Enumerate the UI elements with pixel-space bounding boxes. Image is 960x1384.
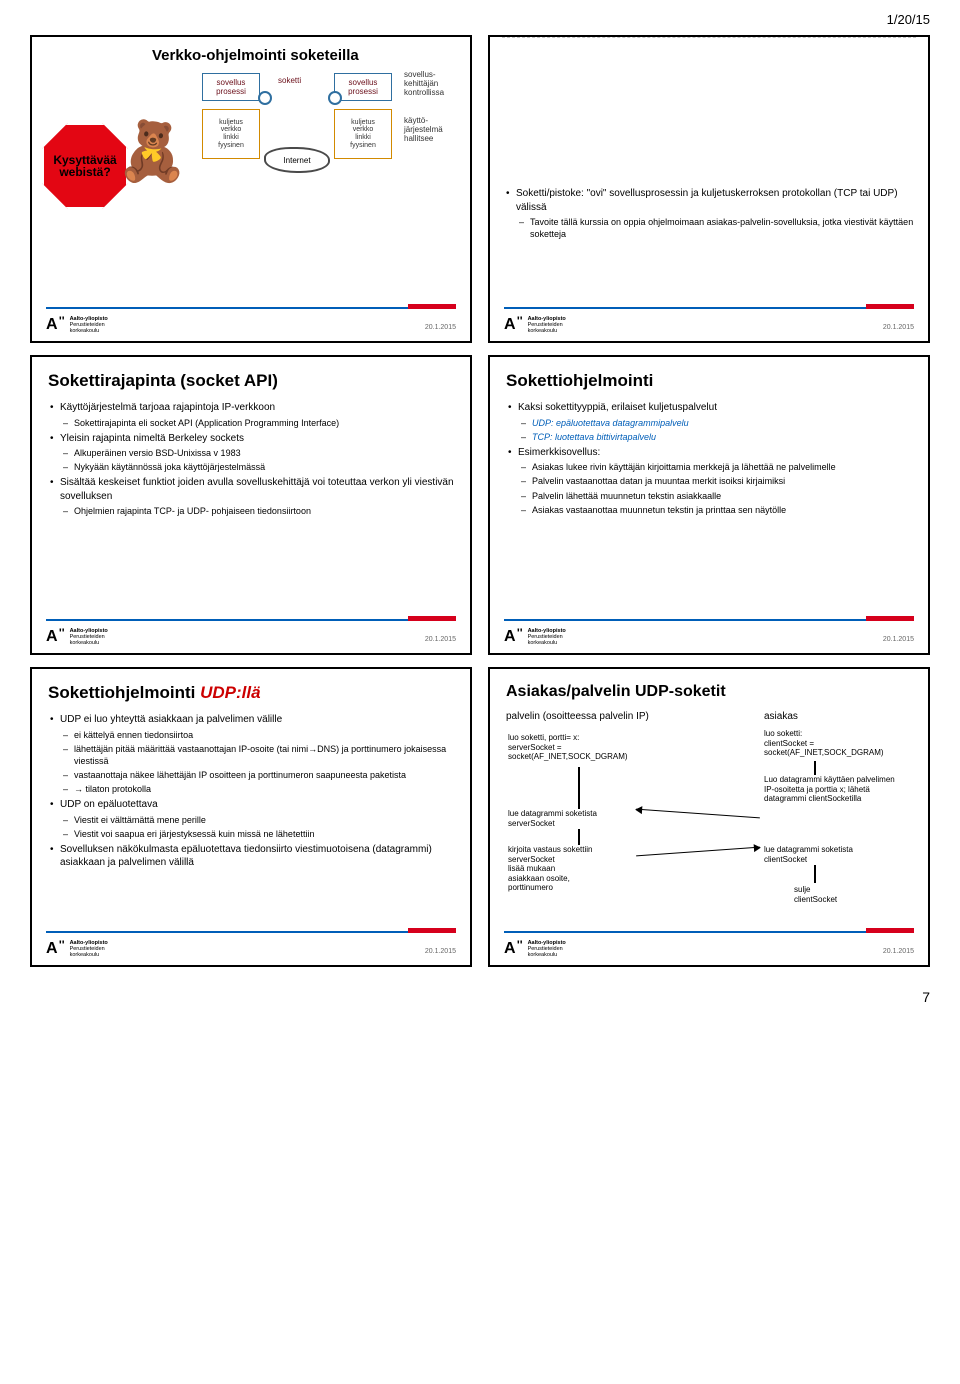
s5-s6: Viestit voi saapua eri järjestyksessä ku… — [60, 828, 454, 840]
s3-b2: Yleisin rajapinta nimeltä Berkeley socke… — [48, 432, 454, 474]
right-label-top: sovellus- kehittäjän kontrollissa — [404, 71, 444, 97]
arrow-to-server — [636, 809, 760, 819]
client-col-title: asiakas — [764, 711, 798, 722]
internet-cloud: Internet — [264, 147, 330, 173]
s6-title: Asiakas/palvelin UDP-soketit — [506, 683, 912, 701]
s3-s1: Sokettirajapinta eli socket API (Applica… — [60, 417, 454, 429]
seq-line-2 — [814, 761, 816, 775]
s5-s1: ei kättelyä ennen tiedonsiirtoa — [60, 729, 454, 741]
s3-s2: Alkuperäinen versio BSD-Unixissa v 1983 — [60, 447, 454, 459]
aalto-logo: A Aalto-yliopistoPerustieteidenkorkeakou… — [46, 316, 108, 334]
s3-s4: Ohjelmien rajapinta TCP- ja UDP- pohjais… — [60, 505, 454, 517]
slide-socket-diagram: Verkko-ohjelmointi soketeilla Kysyttävää… — [30, 35, 472, 343]
server-create: luo soketti, portti= x: serverSocket = s… — [508, 733, 658, 762]
app-left: sovellus prosessi — [202, 73, 260, 101]
s5-b1: UDP ei luo yhteyttä asiakkaan ja palveli… — [48, 713, 454, 795]
socket-left-icon — [258, 91, 272, 105]
seq-line-1 — [578, 767, 580, 809]
s5-s4: → tilaton protokolla — [60, 783, 454, 795]
s4-s2: TCP: luotettava bittivirtapalvelu — [518, 431, 912, 443]
s4-b2: Esimerkkisovellus: Asiakas lukee rivin k… — [506, 446, 912, 516]
s4-s3: Asiakas lukee rivin käyttäjän kirjoittam… — [518, 461, 912, 473]
server-write: kirjoita vastaus sokettiin serverSocket … — [508, 845, 648, 893]
slide-sokettiohjelmointi: Sokettiohjelmointi Kaksi sokettityyppiä,… — [488, 355, 930, 655]
s2-bullet: Soketti/pistoke: "ovi" sovellusprosessin… — [504, 187, 914, 240]
server-read: lue datagrammi soketista serverSocket — [508, 809, 648, 828]
slide-date: 20.1.2015 — [425, 636, 456, 643]
s5-b3: Sovelluksen näkökulmasta epäluotettava t… — [48, 843, 454, 870]
client-read: lue datagrammi soketista clientSocket — [764, 845, 924, 864]
s5-s5: Viestit ei välttämättä mene perille — [60, 814, 454, 826]
slide-date: 20.1.2015 — [883, 948, 914, 955]
aalto-logo: A Aalto-yliopistoPerustieteidenkorkeakou… — [504, 940, 566, 958]
aalto-logo: A Aalto-yliopistoPerustieteidenkorkeakou… — [504, 628, 566, 646]
s4-s1: UDP: epäluotettava datagrammipalvelu — [518, 417, 912, 429]
client-send: Luo datagrammi käyttäen palvelimen IP-os… — [764, 775, 930, 804]
client-create: luo soketti: clientSocket = socket(AF_IN… — [764, 729, 924, 758]
seq-line-3 — [578, 829, 580, 845]
seq-line-4 — [814, 865, 816, 883]
layers-right: kuljetus verkko linkki fyysinen — [334, 109, 392, 159]
slide-date: 20.1.2015 — [425, 948, 456, 955]
slide-socket-notes: Soketti/pistoke: "ovi" sovellusprosessin… — [488, 35, 930, 343]
s4-s5: Palvelin lähettää muunnetun tekstin asia… — [518, 490, 912, 502]
slide-date: 20.1.2015 — [883, 636, 914, 643]
slide-socket-api: Sokettirajapinta (socket API) Käyttöjärj… — [30, 355, 472, 655]
s4-s6: Asiakas vastaanottaa muunnetun tekstin j… — [518, 504, 912, 516]
s4-title: Sokettiohjelmointi — [506, 371, 912, 391]
slide-date: 20.1.2015 — [425, 324, 456, 331]
s5-s2: lähettäjän pitää määrittää vastaanottaja… — [60, 743, 454, 767]
page-number: 7 — [30, 989, 930, 1005]
s5-s3: vastaanottaja näkee lähettäjän IP osoitt… — [60, 769, 454, 781]
s3-b1: Käyttöjärjestelmä tarjoaa rajapintoja IP… — [48, 401, 454, 429]
slide-udp-sockets-seq: Asiakas/palvelin UDP-soketit palvelin (o… — [488, 667, 930, 967]
s2-sub: Tavoite tällä kurssia on oppia ohjelmoim… — [516, 216, 914, 240]
aalto-logo: A Aalto-yliopistoPerustieteidenkorkeakou… — [46, 940, 108, 958]
right-label-bottom: käyttö- järjestelmä hallitsee — [404, 117, 443, 143]
s3-b3: Sisältää keskeiset funktiot joiden avull… — [48, 476, 454, 517]
s3-s3: Nykyään käytännössä joka käyttöjärjestel… — [60, 461, 454, 473]
slide-date: 20.1.2015 — [883, 324, 914, 331]
s5-b2: UDP on epäluotettava Viestit ei välttämä… — [48, 798, 454, 840]
socket-right-icon — [328, 91, 342, 105]
app-right: sovellus prosessi — [334, 73, 392, 101]
arrow-to-client — [636, 847, 760, 857]
socket-label: soketti — [278, 77, 301, 86]
client-close: sulje clientSocket — [794, 885, 914, 904]
slide-udp: Sokettiohjelmointi UDP:llä UDP ei luo yh… — [30, 667, 472, 967]
s5-title: Sokettiohjelmointi UDP:llä — [48, 683, 454, 703]
slide1-title: Verkko-ohjelmointi soketeilla — [152, 47, 458, 64]
server-col-title: palvelin (osoitteessa palvelin IP) — [506, 711, 649, 722]
s4-s4: Palvelin vastaanottaa datan ja muuntaa m… — [518, 475, 912, 487]
aalto-logo: A Aalto-yliopistoPerustieteidenkorkeakou… — [504, 316, 566, 334]
s4-b1: Kaksi sokettityyppiä, erilaiset kuljetus… — [506, 401, 912, 443]
page-date-header: 1/20/15 — [30, 12, 930, 27]
bear-emoji: 🧸 — [116, 123, 188, 181]
stop-sign-text: Kysyttävää webistä? — [53, 154, 116, 178]
s3-title: Sokettirajapinta (socket API) — [48, 371, 454, 391]
aalto-logo: A Aalto-yliopistoPerustieteidenkorkeakou… — [46, 628, 108, 646]
layers-left: kuljetus verkko linkki fyysinen — [202, 109, 260, 159]
